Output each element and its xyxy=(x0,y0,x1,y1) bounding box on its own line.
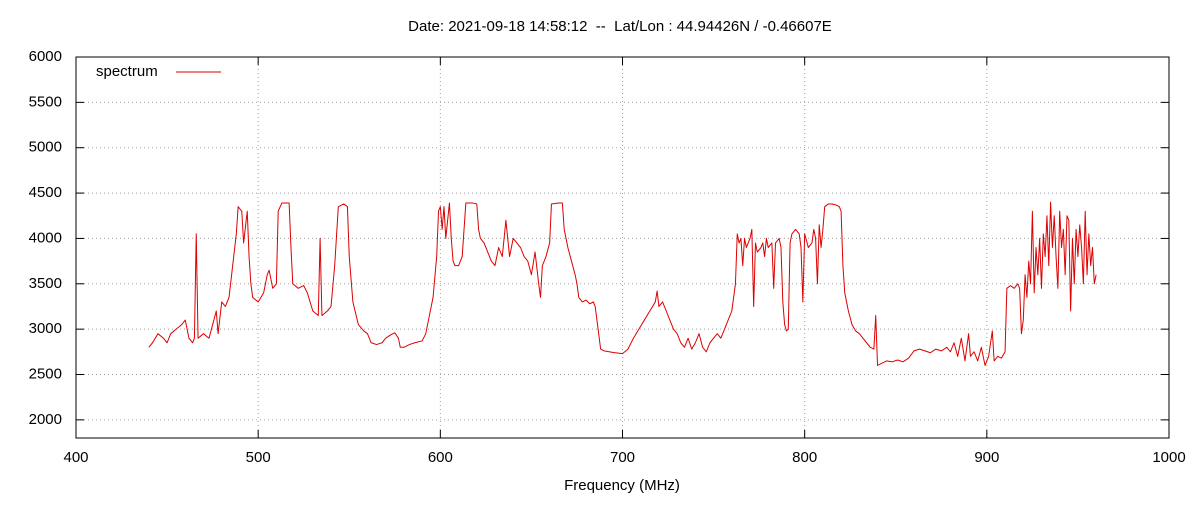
x-tick-label: 1000 xyxy=(1152,449,1185,466)
x-tick-label: 500 xyxy=(246,449,271,466)
data-line xyxy=(148,201,1097,366)
y-tick-label: 3000 xyxy=(29,320,62,337)
y-tick-label: 2500 xyxy=(29,365,62,382)
chart-title: Date: 2021-09-18 14:58:12 -- Lat/Lon : 4… xyxy=(408,18,832,35)
x-tick-label: 400 xyxy=(63,449,88,466)
x-tick-label: 700 xyxy=(610,449,635,466)
y-tick-label: 5500 xyxy=(29,93,62,110)
y-tick-label: 6000 xyxy=(29,48,62,65)
x-axis-label: Frequency (MHz) xyxy=(564,477,680,494)
x-tick-label: 900 xyxy=(974,449,999,466)
y-tick-label: 2000 xyxy=(29,411,62,428)
x-tick-label: 600 xyxy=(428,449,453,466)
x-tick-label: 800 xyxy=(792,449,817,466)
y-tick-label: 4500 xyxy=(29,184,62,201)
legend-label: spectrum xyxy=(96,63,158,80)
y-tick-label: 4000 xyxy=(29,229,62,246)
plot-border xyxy=(75,56,1170,439)
y-tick-label: 5000 xyxy=(29,139,62,156)
y-tick-label: 3500 xyxy=(29,275,62,292)
